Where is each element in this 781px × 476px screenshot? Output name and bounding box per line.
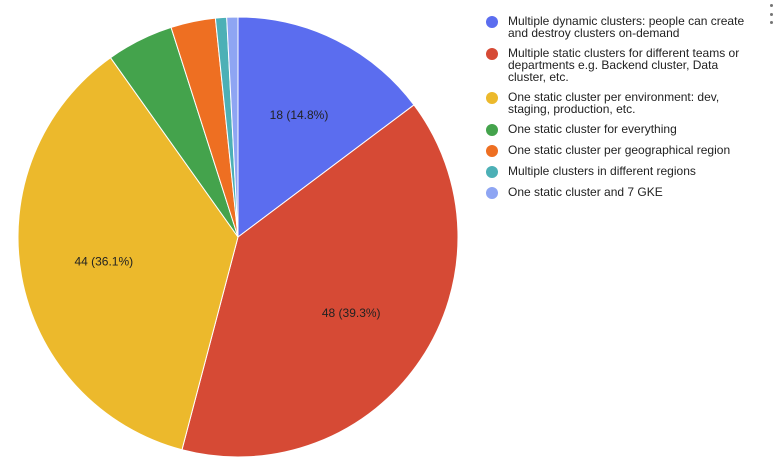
menu-dot <box>769 12 773 16</box>
slice-data-label: 44 (36.1%) <box>74 255 133 269</box>
legend-label: One static cluster per geographical regi… <box>508 143 731 157</box>
chart-legend: Multiple dynamic clusters: people can cr… <box>486 15 756 207</box>
pie-chart: 18 (14.8%) 48 (39.3%) 44 (36.1%) <box>17 16 459 458</box>
legend-swatch-icon <box>486 48 498 60</box>
pie-slice-1[interactable] <box>237 16 415 239</box>
legend-item[interactable]: Multiple clusters in different regions <box>486 165 756 178</box>
legend-label: Multiple clusters in different regions <box>508 164 696 178</box>
more-options-icon[interactable] <box>767 4 775 24</box>
legend-swatch-icon <box>486 16 498 28</box>
legend-label: Multiple dynamic clusters: people can cr… <box>508 14 745 40</box>
legend-item[interactable]: Multiple static clusters for different t… <box>486 47 756 83</box>
pie-slice-2[interactable] <box>181 104 459 458</box>
legend-item[interactable]: Multiple dynamic clusters: people can cr… <box>486 15 756 39</box>
legend-swatch-icon <box>486 187 498 199</box>
legend-label: Multiple static clusters for different t… <box>508 46 740 84</box>
slice-data-label: 48 (39.3%) <box>322 306 381 320</box>
legend-swatch-icon <box>486 145 498 157</box>
legend-label: One static cluster and 7 GKE <box>508 185 663 199</box>
menu-dot <box>769 21 773 24</box>
legend-item[interactable]: One static cluster for everything <box>486 123 756 136</box>
legend-swatch-icon <box>486 166 498 178</box>
pie-slice-3[interactable] <box>17 56 239 451</box>
legend-item[interactable]: One static cluster and 7 GKE <box>486 186 756 199</box>
menu-dot <box>769 4 773 7</box>
legend-item[interactable]: One static cluster per environment: dev,… <box>486 91 756 115</box>
legend-label: One static cluster for everything <box>508 122 677 136</box>
legend-item[interactable]: One static cluster per geographical regi… <box>486 144 756 157</box>
slice-data-label: 18 (14.8%) <box>270 108 329 122</box>
legend-swatch-icon <box>486 124 498 136</box>
pie-slice-7[interactable] <box>226 16 239 238</box>
legend-label: One static cluster per environment: dev,… <box>508 90 720 116</box>
legend-swatch-icon <box>486 92 498 104</box>
